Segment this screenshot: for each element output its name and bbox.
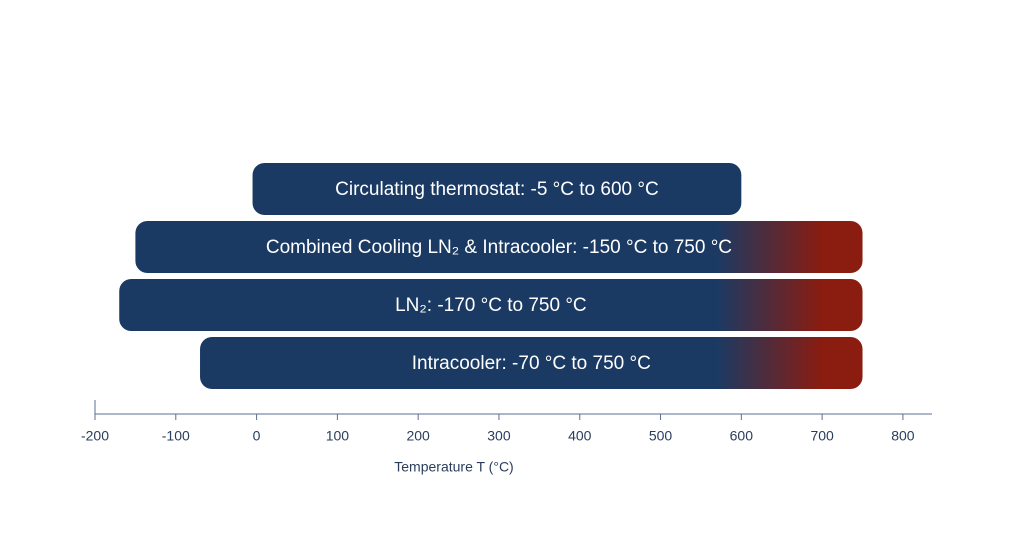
x-tick-label: 800 <box>891 428 915 444</box>
bar-label: Combined Cooling LN₂ & Intracooler: -150… <box>266 237 732 258</box>
range-bar <box>135 221 863 273</box>
bar-label: LN₂: -170 °C to 750 °C <box>395 295 587 316</box>
x-tick-label: 100 <box>326 428 350 444</box>
x-tick-label: 200 <box>406 428 430 444</box>
x-tick-label: -100 <box>162 428 190 444</box>
bar-label: Intracooler: -70 °C to 750 °C <box>412 353 651 374</box>
x-tick-label: 700 <box>810 428 834 444</box>
range-bar <box>119 279 863 331</box>
x-tick-label: 400 <box>568 428 592 444</box>
x-tick-label: -200 <box>81 428 109 444</box>
range-bar <box>200 337 863 389</box>
range-bar <box>252 163 742 215</box>
x-tick-label: 600 <box>730 428 754 444</box>
x-tick-label: 500 <box>649 428 673 444</box>
x-tick-label: 0 <box>253 428 261 444</box>
x-tick-label: 300 <box>487 428 511 444</box>
bar-label: Circulating thermostat: -5 °C to 600 °C <box>335 179 659 200</box>
x-axis-label: Temperature T (°C) <box>394 459 513 475</box>
